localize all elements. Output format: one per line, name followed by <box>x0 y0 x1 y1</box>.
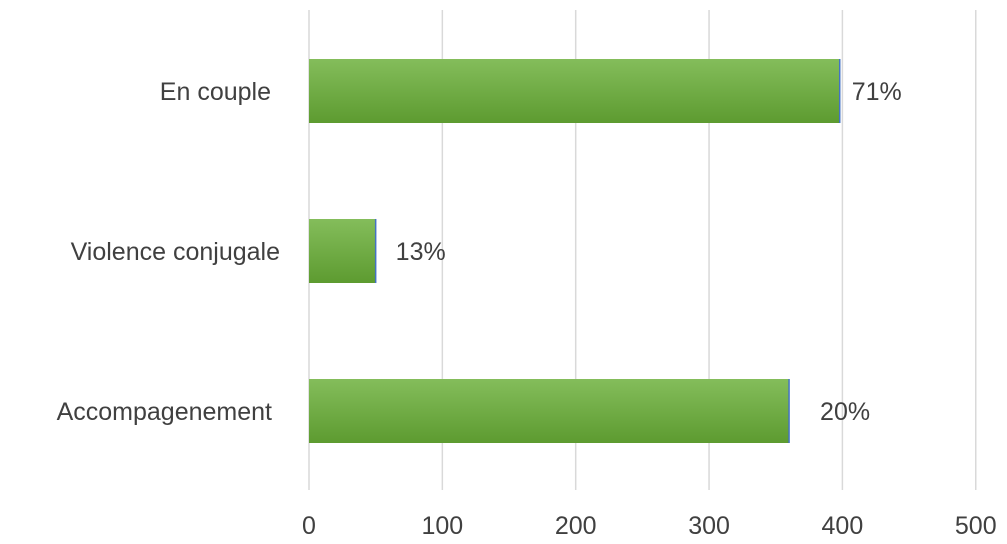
x-tick-label: 300 <box>688 512 730 540</box>
x-tick-label: 500 <box>955 512 997 540</box>
category-label: En couple <box>160 78 271 106</box>
x-tick-label: 200 <box>555 512 597 540</box>
category-label: Violence conjugale <box>71 238 280 266</box>
category-label: Accompagenement <box>57 398 272 426</box>
x-tick-label: 0 <box>302 512 316 540</box>
data-label: 71% <box>852 78 902 106</box>
category-labels: En couple Violence conjugale Accompageneme… <box>57 78 280 426</box>
bars <box>309 59 841 443</box>
bar <box>309 379 790 443</box>
bar <box>309 219 376 283</box>
x-tick-label: 100 <box>421 512 463 540</box>
x-axis-tick-labels: 0 100 200 300 400 500 <box>302 512 997 540</box>
data-labels: 71% 13% 20% <box>396 78 902 426</box>
data-label: 13% <box>396 238 446 266</box>
bar <box>309 59 840 123</box>
x-tick-label: 400 <box>822 512 864 540</box>
data-label: 20% <box>820 398 870 426</box>
